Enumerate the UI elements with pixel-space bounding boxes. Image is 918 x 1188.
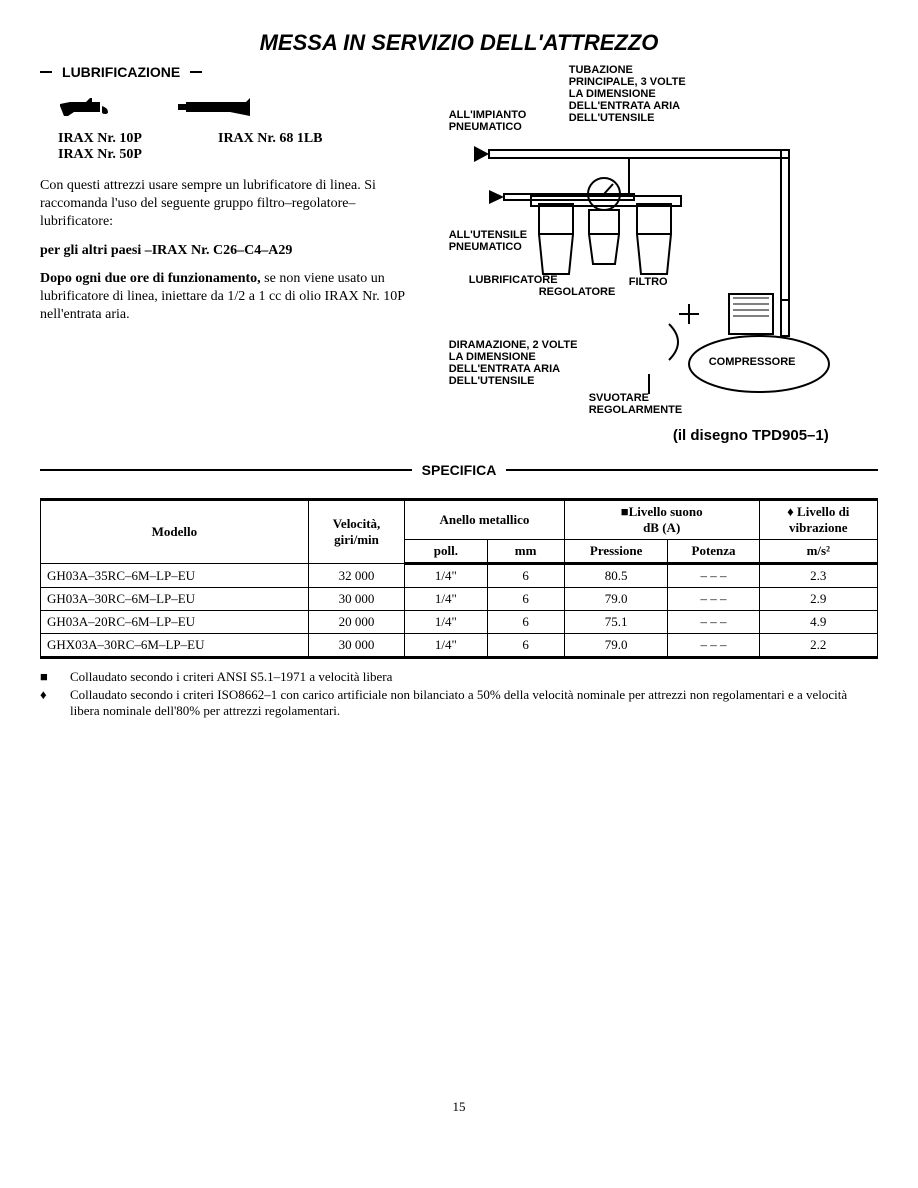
- col-pressione: Pressione: [564, 540, 668, 564]
- diagram-label-filtro: FILTRO: [629, 276, 668, 288]
- col-livello-suono: ■Livello suono dB (A): [564, 500, 759, 540]
- footnote-2: Collaudato secondo i criteri ISO8662–1 c…: [70, 687, 878, 719]
- table-row-mm: 6: [487, 564, 564, 588]
- table-row-model: GHX03A–30RC–6M–LP–EU: [41, 634, 309, 658]
- table-row-poll: 1/4": [405, 634, 487, 658]
- lubrification-header: LUBRIFICAZIONE: [62, 64, 180, 80]
- page-title: MESSA IN SERVIZIO DELL'ATTREZZO: [40, 30, 878, 56]
- spec-header: SPECIFICA: [422, 462, 497, 478]
- table-row-poll: 1/4": [405, 588, 487, 611]
- lubrification-para2: per gli altri paesi –IRAX Nr. C26–C4–A29: [40, 242, 409, 260]
- diagram-label-top-left: ALL'IMPIANTO PNEUMATICO: [449, 109, 527, 133]
- table-row-model: GH03A–20RC–6M–LP–EU: [41, 611, 309, 634]
- table-row-vib: 2.9: [759, 588, 877, 611]
- col-ms2: m/s²: [759, 540, 877, 564]
- table-row-pot: – – –: [668, 588, 759, 611]
- footnote-sym-2: ♦: [40, 687, 52, 719]
- col-modello: Modello: [41, 500, 309, 564]
- table-row-vib: 2.2: [759, 634, 877, 658]
- diagram-label-regolatore: REGOLATORE: [539, 286, 616, 298]
- table-row-press: 75.1: [564, 611, 668, 634]
- footnote-sym-1: ■: [40, 669, 52, 685]
- footnote-1: Collaudato secondo i criteri ANSI S5.1–1…: [70, 669, 392, 685]
- table-row-model: GH03A–30RC–6M–LP–EU: [41, 588, 309, 611]
- table-row-mm: 6: [487, 611, 564, 634]
- lubrification-para1: Con questi attrezzi usare sempre un lubr…: [40, 177, 409, 232]
- diagram-label-top-right: TUBAZIONE PRINCIPALE, 3 VOLTE LA DIMENSI…: [569, 64, 686, 124]
- irax-50p-label: IRAX Nr. 50P: [58, 147, 178, 163]
- table-row-vel: 30 000: [308, 588, 404, 611]
- footnotes: ■ Collaudato secondo i criteri ANSI S5.1…: [40, 669, 878, 719]
- irax-68-label: IRAX Nr. 68 1LB: [218, 131, 323, 163]
- col-livello-vib: ♦ Livello di vibrazione: [759, 500, 877, 540]
- col-potenza: Potenza: [668, 540, 759, 564]
- table-row-poll: 1/4": [405, 564, 487, 588]
- table-row-vel: 32 000: [308, 564, 404, 588]
- grease-gun-icon: [178, 94, 258, 123]
- table-row-mm: 6: [487, 634, 564, 658]
- table-row-vib: 2.3: [759, 564, 877, 588]
- col-velocita: Velocità, giri/min: [308, 500, 404, 564]
- lubrification-para3: Dopo ogni due ore di funzionamento, se n…: [40, 270, 409, 325]
- col-poll: poll.: [405, 540, 487, 564]
- oil-can-icon: [58, 92, 118, 125]
- diagram-label-lubrificatore: LUBRIFICATORE: [469, 274, 558, 286]
- table-row-pot: – – –: [668, 611, 759, 634]
- irax-10p-label: IRAX Nr. 10P: [58, 131, 178, 147]
- table-row-model: GH03A–35RC–6M–LP–EU: [41, 564, 309, 588]
- pneumatic-diagram: TUBAZIONE PRINCIPALE, 3 VOLTE LA DIMENSI…: [429, 64, 849, 444]
- table-row-vel: 20 000: [308, 611, 404, 634]
- table-row-pot: – – –: [668, 564, 759, 588]
- lubrification-column: LUBRIFICAZIONE IRAX Nr. 10P IRA: [40, 64, 409, 444]
- col-anello: Anello metallico: [405, 500, 565, 540]
- table-row-vib: 4.9: [759, 611, 877, 634]
- table-row-press: 79.0: [564, 634, 668, 658]
- table-row-vel: 30 000: [308, 634, 404, 658]
- diagram-caption: (il disegno TPD905–1): [673, 427, 829, 444]
- table-row-poll: 1/4": [405, 611, 487, 634]
- diagram-label-mid-left: ALL'UTENSILE PNEUMATICO: [449, 229, 527, 253]
- col-mm: mm: [487, 540, 564, 564]
- table-row-mm: 6: [487, 588, 564, 611]
- diagram-label-svuotare: SVUOTARE REGOLARMENTE: [589, 392, 683, 416]
- table-row-pot: – – –: [668, 634, 759, 658]
- diagram-label-compressore: COMPRESSORE: [709, 356, 796, 368]
- spec-table: Modello Velocità, giri/min Anello metall…: [40, 498, 878, 659]
- table-row-press: 80.5: [564, 564, 668, 588]
- diagram-label-bottom-left: DIRAMAZIONE, 2 VOLTE LA DIMENSIONE DELL'…: [449, 339, 578, 387]
- page-number: 15: [40, 1099, 878, 1115]
- table-row-press: 79.0: [564, 588, 668, 611]
